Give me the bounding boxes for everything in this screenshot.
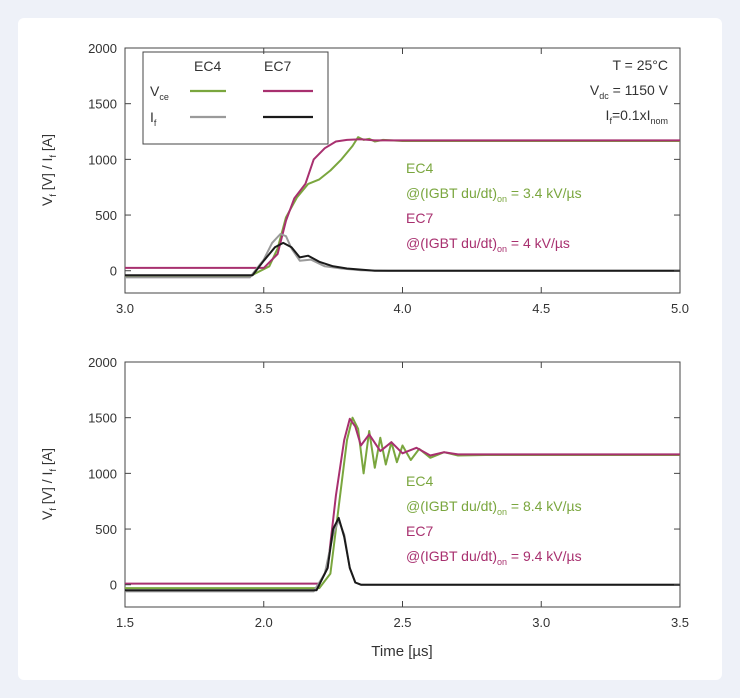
bottom-y-tick-label: 2000: [88, 355, 117, 370]
figure-canvas: EC4 EC7 Vce If T = 25°C Vdc = 1150 V If=…: [39, 41, 689, 660]
legend-row-vce: Vce: [150, 83, 169, 102]
bottom-y-tick-label: 1000: [88, 466, 117, 481]
top-y-tick-label: 2000: [88, 41, 117, 56]
legend: EC4 EC7 Vce If: [142, 51, 329, 145]
top-y-axis-label: Vf [V] / If [A]: [39, 134, 58, 206]
top-y-tick-label: 500: [95, 208, 117, 223]
bottom-y-axis-label: Vf [V] / If [A]: [39, 448, 58, 520]
top-annotation-ec4-name: EC4: [406, 160, 433, 176]
top-y-tick-label: 1500: [88, 97, 117, 112]
legend-col-ec4: EC4: [194, 58, 221, 74]
bottom-panel: EC4 @(IGBT du/dt)on = 8.4 kV/µs EC7 @(IG…: [39, 355, 689, 660]
bottom-annotation-ec7-name: EC7: [406, 523, 433, 539]
top-annotations: EC4 @(IGBT du/dt)on = 3.4 kV/µs EC7 @(IG…: [406, 160, 582, 254]
legend-col-ec7: EC7: [264, 58, 291, 74]
bottom-x-tick-label: 2.0: [255, 615, 273, 630]
bottom-x-axis-label: Time [µs]: [371, 643, 432, 660]
top-y-tick-label: 0: [110, 264, 117, 279]
top-x-tick-label: 3.0: [116, 301, 134, 316]
bottom-x-tick-label: 1.5: [116, 615, 134, 630]
top-x-tick-label: 5.0: [671, 301, 689, 316]
top-series-if-ec7: [125, 241, 680, 277]
top-x-tick-label: 4.5: [532, 301, 550, 316]
top-annotation-ec4-rate: @(IGBT du/dt)on = 3.4 kV/µs: [406, 185, 582, 204]
legend-row-if: If: [150, 109, 157, 128]
top-panel: EC4 EC7 Vce If T = 25°C Vdc = 1150 V If=…: [39, 41, 689, 316]
bottom-series-vce-ec7: [125, 417, 680, 585]
bottom-ticks: 1.5 2.0 2.5 3.0 3.5 0 500 1000 1500 2000: [88, 355, 689, 630]
condition-if: If=0.1xInom: [606, 107, 668, 126]
figure-card: EC4 EC7 Vce If T = 25°C Vdc = 1150 V If=…: [18, 18, 722, 680]
top-annotation-ec7-rate: @(IGBT du/dt)on = 4 kV/µs: [406, 235, 570, 254]
bottom-x-tick-label: 3.0: [532, 615, 550, 630]
top-annotation-ec7-name: EC7: [406, 210, 433, 226]
condition-temperature: T = 25°C: [612, 57, 668, 73]
bottom-series-if-ec7: [125, 516, 680, 592]
bottom-x-tick-label: 3.5: [671, 615, 689, 630]
operating-conditions: T = 25°C Vdc = 1150 V If=0.1xInom: [590, 57, 669, 126]
top-series-vce-ec7: [125, 138, 680, 269]
bottom-y-tick-label: 0: [110, 578, 117, 593]
top-series-vce-ec4: [125, 136, 680, 278]
condition-vdc: Vdc = 1150 V: [590, 82, 669, 101]
bottom-plot-frame: [124, 361, 681, 608]
top-series: [125, 136, 680, 279]
bottom-annotation-ec4-rate: @(IGBT du/dt)on = 8.4 kV/µs: [406, 498, 582, 517]
top-ticks: 3.0 3.5 4.0 4.5 5.0 0 500 1000 1500 2000: [88, 41, 689, 316]
bottom-annotation-ec7-rate: @(IGBT du/dt)on = 9.4 kV/µs: [406, 548, 582, 567]
bottom-y-tick-label: 500: [95, 522, 117, 537]
bottom-annotations: EC4 @(IGBT du/dt)on = 8.4 kV/µs EC7 @(IG…: [406, 473, 582, 567]
bottom-series-vce-ec4: [125, 416, 680, 590]
top-y-tick-label: 1000: [88, 152, 117, 167]
bottom-y-tick-label: 1500: [88, 411, 117, 426]
top-x-tick-label: 4.0: [393, 301, 411, 316]
bottom-annotation-ec4-name: EC4: [406, 473, 433, 489]
bottom-series-if-ec4: [125, 519, 680, 593]
top-x-tick-label: 3.5: [255, 301, 273, 316]
bottom-series: [125, 416, 680, 593]
bottom-x-tick-label: 2.5: [393, 615, 411, 630]
legend-box: [142, 51, 329, 145]
